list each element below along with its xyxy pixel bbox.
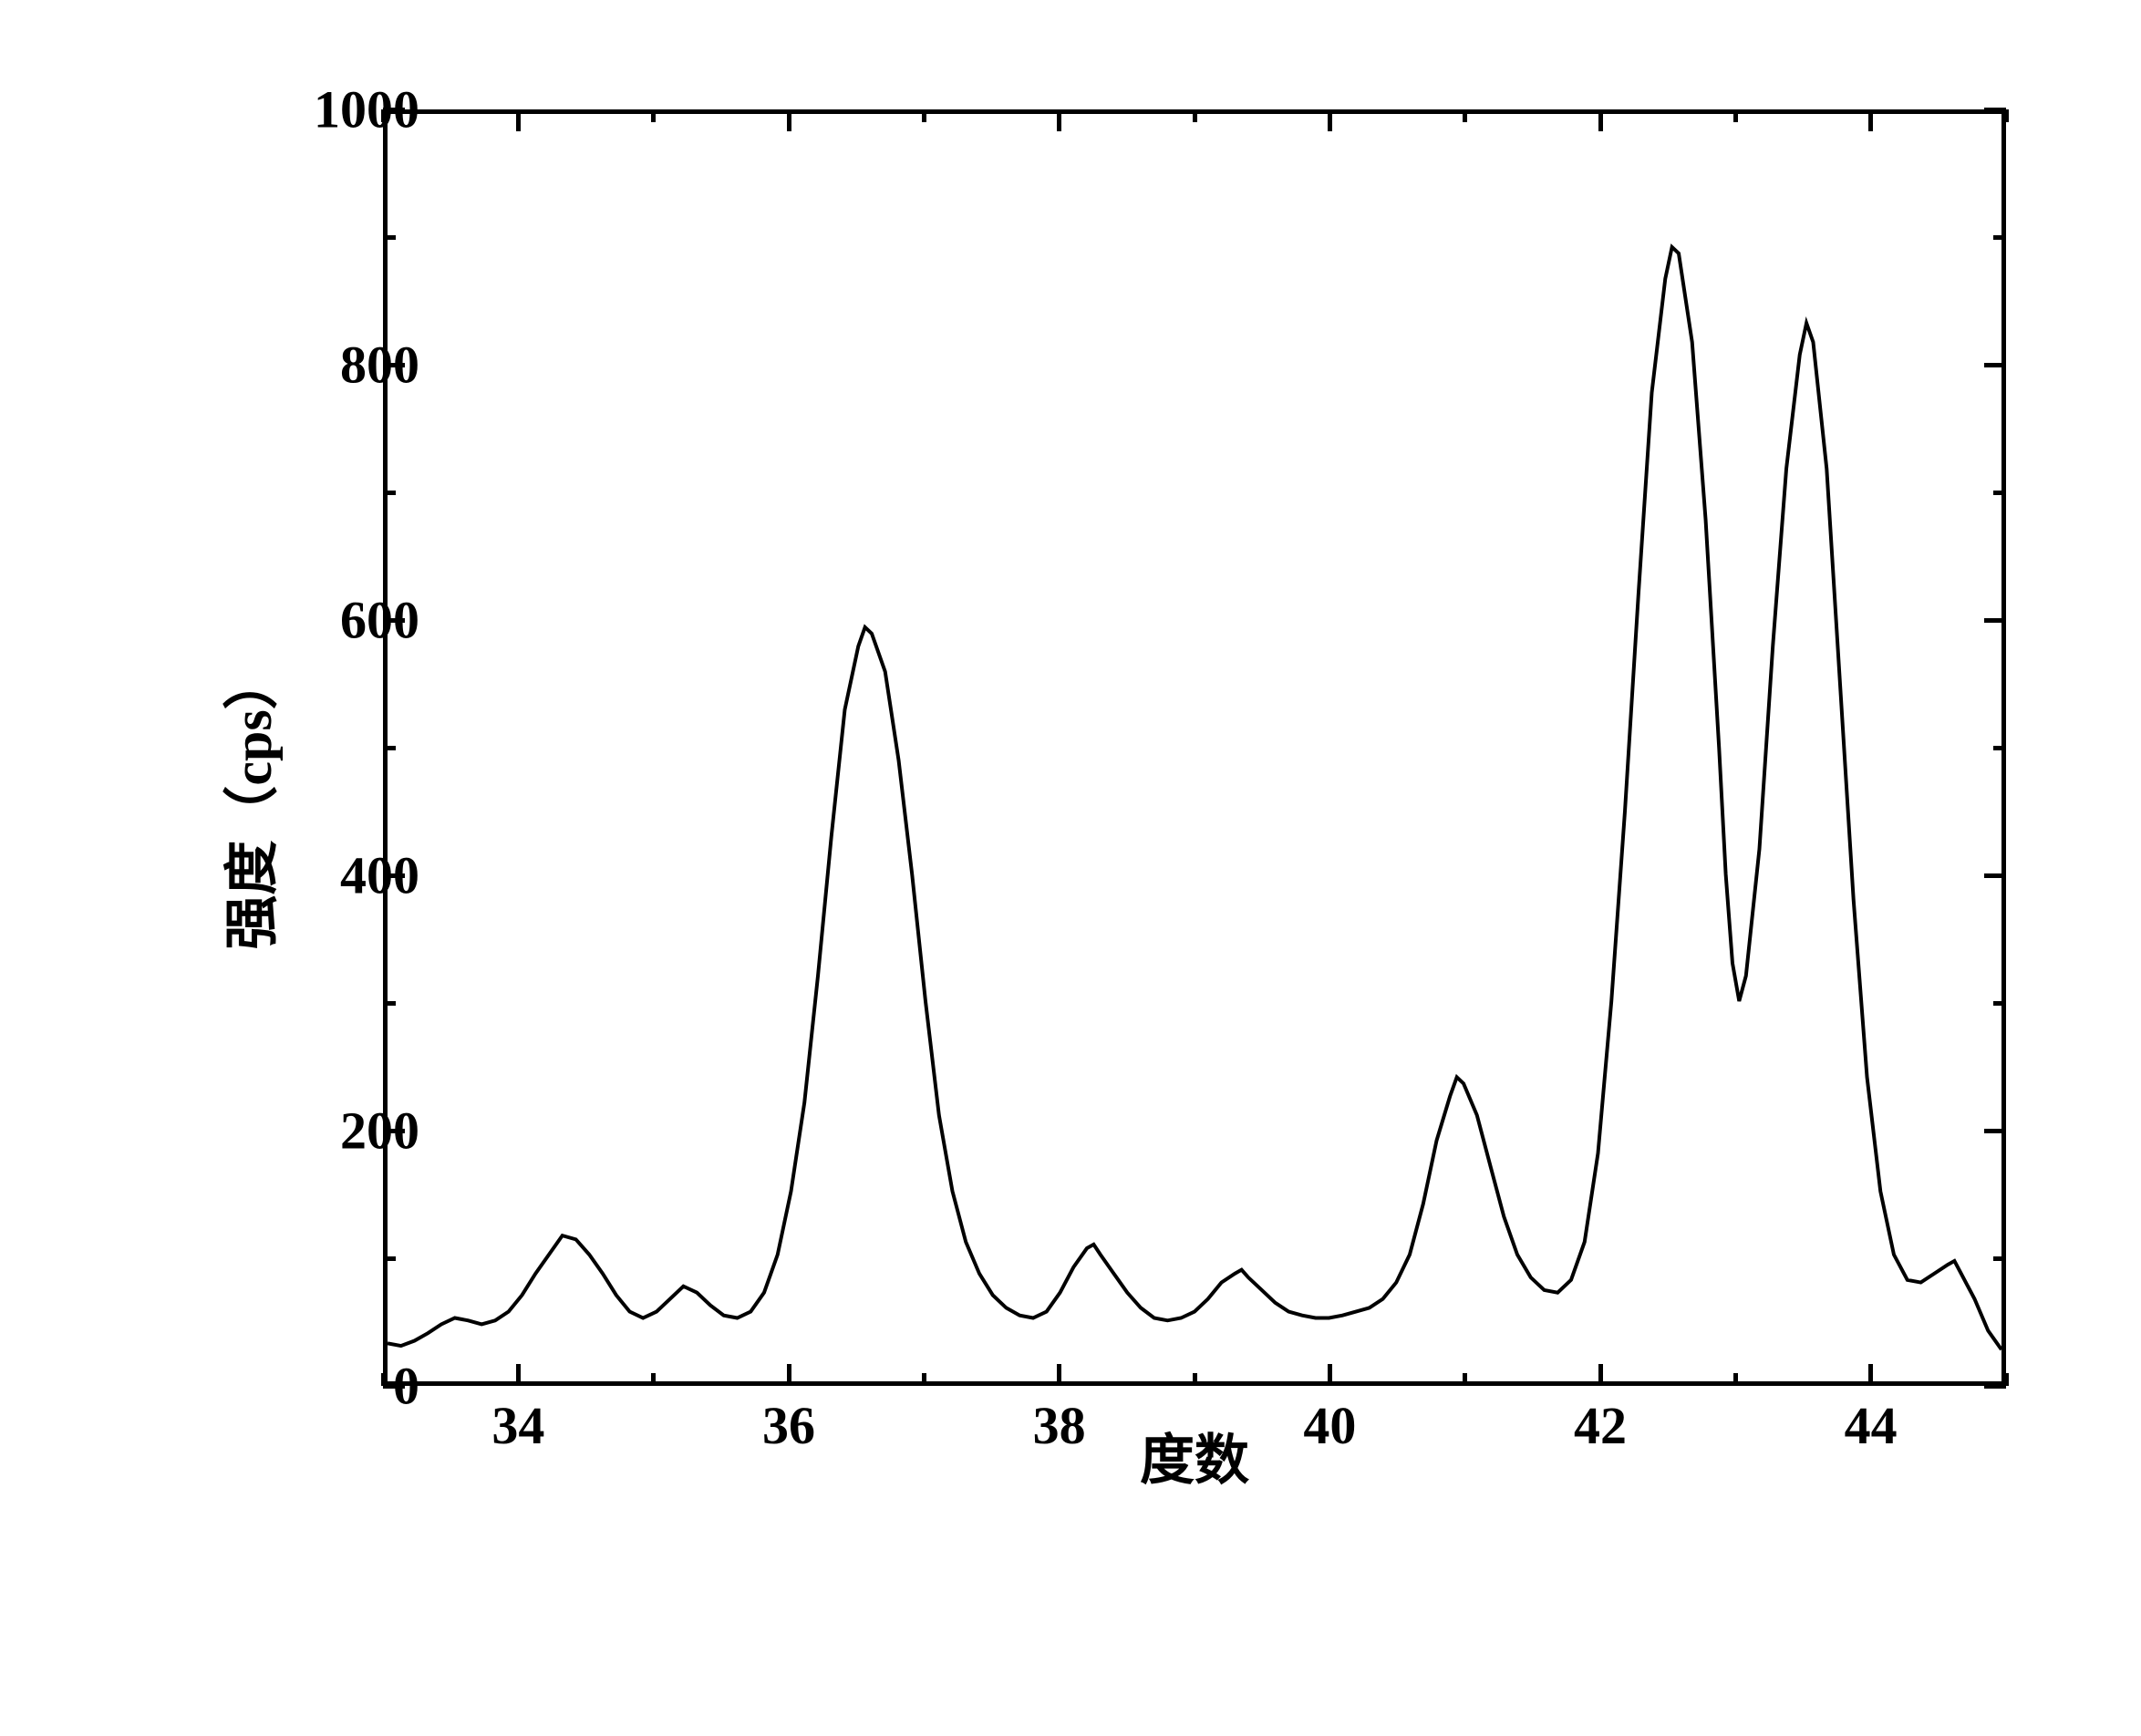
x-tick-label: 42 [1574, 1395, 1627, 1456]
x-tick-minor [2004, 1373, 2009, 1386]
x-tick-minor [2004, 109, 2009, 122]
y-tick-minor [1993, 235, 2006, 240]
x-tick-minor [922, 1373, 926, 1386]
y-tick-minor [383, 491, 396, 495]
x-tick-minor [381, 109, 386, 122]
x-tick-major [1328, 109, 1332, 131]
y-tick-label: 800 [340, 335, 419, 396]
x-tick-major [516, 109, 521, 131]
x-tick-label: 38 [1033, 1395, 1086, 1456]
y-tick-major [1984, 1129, 2006, 1133]
y-tick-label: 0 [393, 1356, 419, 1417]
x-tick-major [787, 109, 791, 131]
x-tick-major [1057, 109, 1061, 131]
y-tick-minor [383, 235, 396, 240]
x-tick-major [1598, 109, 1603, 131]
y-tick-minor [1993, 1256, 2006, 1261]
x-tick-minor [1463, 109, 1467, 122]
y-tick-minor [1993, 1001, 2006, 1006]
x-tick-major [1868, 109, 1873, 131]
y-tick-minor [1993, 746, 2006, 750]
x-tick-label: 40 [1303, 1395, 1356, 1456]
plot-area [383, 109, 2006, 1386]
y-tick-major [1984, 1384, 2006, 1389]
x-tick-minor [1463, 1373, 1467, 1386]
y-tick-minor [1993, 491, 2006, 495]
x-tick-minor [1733, 1373, 1738, 1386]
y-tick-minor [383, 746, 396, 750]
y-tick-label: 600 [340, 590, 419, 651]
y-tick-major [1984, 618, 2006, 623]
x-tick-minor [1193, 1373, 1197, 1386]
x-tick-minor [651, 1373, 656, 1386]
y-tick-label: 200 [340, 1100, 419, 1162]
x-tick-major [1868, 1364, 1873, 1386]
y-tick-minor [383, 1256, 396, 1261]
y-tick-major [1984, 108, 2006, 112]
x-tick-label: 34 [491, 1395, 544, 1456]
x-tick-minor [1193, 109, 1197, 122]
y-tick-label: 1000 [314, 79, 419, 140]
x-tick-major [787, 1364, 791, 1386]
y-axis-label: 强度（cps） [208, 655, 287, 949]
x-tick-label: 44 [1845, 1395, 1898, 1456]
x-tick-major [516, 1364, 521, 1386]
y-tick-label: 400 [340, 845, 419, 906]
y-tick-major [1984, 873, 2006, 878]
x-tick-major [1328, 1364, 1332, 1386]
y-tick-minor [383, 1001, 396, 1006]
x-tick-label: 36 [762, 1395, 815, 1456]
x-tick-minor [381, 1373, 386, 1386]
x-tick-major [1598, 1364, 1603, 1386]
x-tick-minor [651, 109, 656, 122]
x-axis-label: 度数 [1140, 1416, 1249, 1495]
x-tick-minor [1733, 109, 1738, 122]
y-tick-major [1984, 363, 2006, 367]
x-tick-major [1057, 1364, 1061, 1386]
xrd-spectrum-line [388, 114, 2001, 1381]
xrd-chart: 强度（cps） 度数 02004006008001000343638404244 [219, 73, 2061, 1532]
x-tick-minor [922, 109, 926, 122]
